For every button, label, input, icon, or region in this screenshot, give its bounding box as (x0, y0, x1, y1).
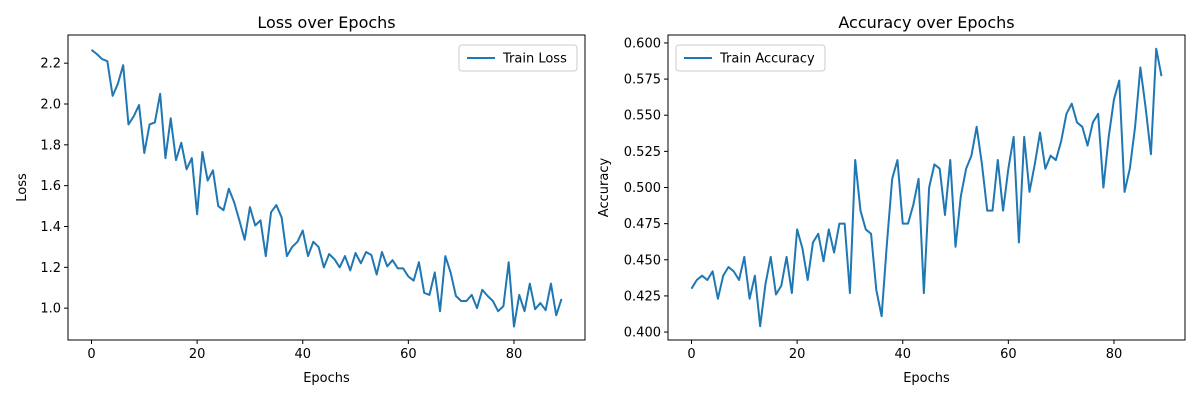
accuracy-legend-box (675, 44, 826, 72)
accuracy-y-tick-label: 0.575 (624, 73, 661, 88)
loss-x-tick-label: 60 (400, 347, 417, 362)
loss-y-tick-label: 2.2 (40, 57, 61, 72)
accuracy-x-tick-label: 60 (1000, 347, 1017, 362)
loss-legend: Train Loss (458, 44, 578, 72)
loss-x-axis-label: Epochs (303, 371, 350, 386)
loss-y-tick-label: 1.6 (40, 179, 61, 194)
accuracy-y-tick-label: 0.400 (624, 326, 661, 341)
loss-chart-title: Loss over Epochs (257, 13, 395, 32)
accuracy-legend-label: Train Accuracy (719, 52, 815, 67)
accuracy-y-tick-label: 0.550 (624, 109, 661, 124)
accuracy-plot-frame (667, 34, 1186, 341)
loss-y-tick-label: 1.2 (40, 261, 61, 276)
accuracy-legend: Train Accuracy (675, 44, 826, 72)
loss-x-tick-label: 40 (294, 347, 311, 362)
loss-x-tick-label: 0 (87, 347, 95, 362)
accuracy-chart-title: Accuracy over Epochs (838, 13, 1014, 32)
accuracy-y-tick-label: 0.425 (624, 289, 661, 304)
accuracy-y-tick-label: 0.450 (624, 253, 661, 268)
loss-y-tick-label: 1.0 (40, 302, 61, 317)
loss-series-line (90, 49, 563, 328)
loss-y-axis-label: Loss (15, 173, 30, 202)
loss-legend-box (458, 44, 578, 72)
accuracy-x-tick-label: 0 (687, 347, 695, 362)
loss-legend-label: Train Loss (502, 52, 567, 67)
accuracy-x-tick-label: 40 (894, 347, 911, 362)
loss-chart: 0 20 40 60 80 1.0 1.2 1.4 1.6 1.8 2.0 2.2 Loss over … (15, 13, 586, 386)
accuracy-y-tick-label: 0.600 (624, 36, 661, 51)
loss-y-tick-label: 1.4 (40, 220, 61, 235)
loss-y-tick-label: 1.8 (40, 138, 61, 153)
accuracy-x-tick-label: 80 (1106, 347, 1123, 362)
accuracy-chart: 0 20 40 60 80 0.400 0.425 0.450 0.475 0.500 0.525 0… (597, 13, 1186, 386)
loss-x-tick-label: 80 (506, 347, 523, 362)
loss-y-tick-label: 2.0 (40, 98, 61, 113)
accuracy-x-axis-label: Epochs (903, 371, 950, 386)
accuracy-y-tick-label: 0.525 (624, 145, 661, 160)
accuracy-x-tick-label: 20 (789, 347, 806, 362)
accuracy-series-line (690, 47, 1163, 328)
loss-x-tick-label: 20 (189, 347, 206, 362)
accuracy-y-axis-label: Accuracy (597, 158, 612, 218)
accuracy-y-tick-label: 0.500 (624, 181, 661, 196)
accuracy-y-tick-label: 0.475 (624, 217, 661, 232)
loss-plot-frame (67, 34, 586, 341)
